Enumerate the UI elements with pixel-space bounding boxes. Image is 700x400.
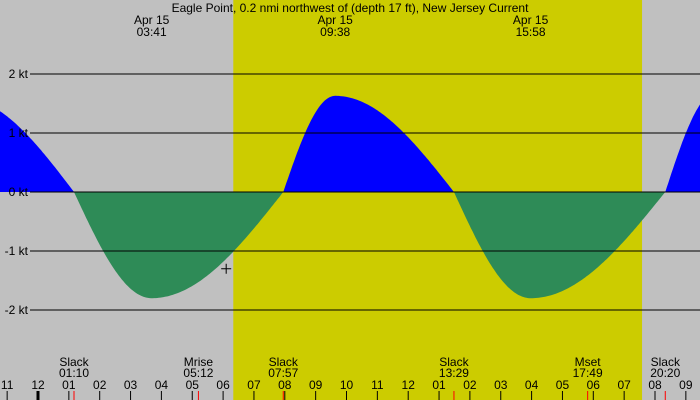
event-time-label: 17:49 — [573, 366, 603, 380]
event-time-label: 07:57 — [268, 366, 298, 380]
x-tick-label: 06 — [216, 378, 230, 392]
x-tick-label: 12 — [31, 378, 45, 392]
x-tick-label: 01 — [62, 378, 76, 392]
x-tick-label: 09 — [679, 378, 693, 392]
y-tick-label: 2 kt — [9, 67, 29, 81]
event-time-label: 05:12 — [183, 366, 213, 380]
x-tick-label: 02 — [463, 378, 477, 392]
x-tick-label: 08 — [648, 378, 662, 392]
x-tick-label: 04 — [155, 378, 169, 392]
event-name-label: Slack — [269, 355, 299, 369]
flood-current-area — [74, 192, 284, 299]
ebb-current-area — [283, 95, 454, 192]
event-name-label: Slack — [59, 355, 89, 369]
x-tick-label: 03 — [124, 378, 138, 392]
x-tick-label: 11 — [1, 378, 14, 392]
ebb-current-area — [0, 111, 75, 192]
event-time-label: 01:10 — [59, 366, 89, 380]
x-tick-label: 08 — [278, 378, 292, 392]
event-name-label: Slack — [439, 355, 469, 369]
event-name-label: Slack — [651, 355, 681, 369]
x-tick-label: 07 — [247, 378, 261, 392]
flood-current-area — [453, 192, 666, 299]
x-tick-label: 12 — [402, 378, 416, 392]
top-date-label: Apr 15 — [317, 13, 353, 27]
y-tick-label: 1 kt — [9, 126, 29, 140]
top-time-label: 15:58 — [516, 25, 546, 39]
x-tick-label: 05 — [556, 378, 570, 392]
event-time-label: 20:20 — [650, 366, 680, 380]
crosshair-marker — [221, 263, 232, 274]
event-time-label: 13:29 — [439, 366, 469, 380]
x-tick-label: 03 — [494, 378, 508, 392]
x-tick-label: 10 — [340, 378, 354, 392]
event-name-label: Mrise — [184, 355, 214, 369]
top-time-label: 09:38 — [320, 25, 350, 39]
chart-title: Eagle Point, 0.2 nmi northwest of (depth… — [172, 1, 530, 15]
x-tick-label: 06 — [587, 378, 601, 392]
x-tick-label: 11 — [371, 378, 384, 392]
y-tick-label: 0 kt — [9, 185, 29, 199]
y-tick-label: -2 kt — [5, 303, 29, 317]
top-date-label: Apr 15 — [513, 13, 549, 27]
y-tick-label: -1 kt — [5, 244, 29, 258]
top-date-label: Apr 15 — [134, 13, 170, 27]
x-tick-label: 09 — [309, 378, 323, 392]
top-time-label: 03:41 — [137, 25, 167, 39]
x-tick-label: 07 — [617, 378, 631, 392]
x-tick-label: 04 — [525, 378, 539, 392]
x-tick-label: 01 — [432, 378, 446, 392]
x-tick-label: 02 — [93, 378, 107, 392]
event-name-label: Mset — [575, 355, 602, 369]
x-tick-label: 05 — [186, 378, 200, 392]
ebb-current-area — [665, 104, 700, 192]
